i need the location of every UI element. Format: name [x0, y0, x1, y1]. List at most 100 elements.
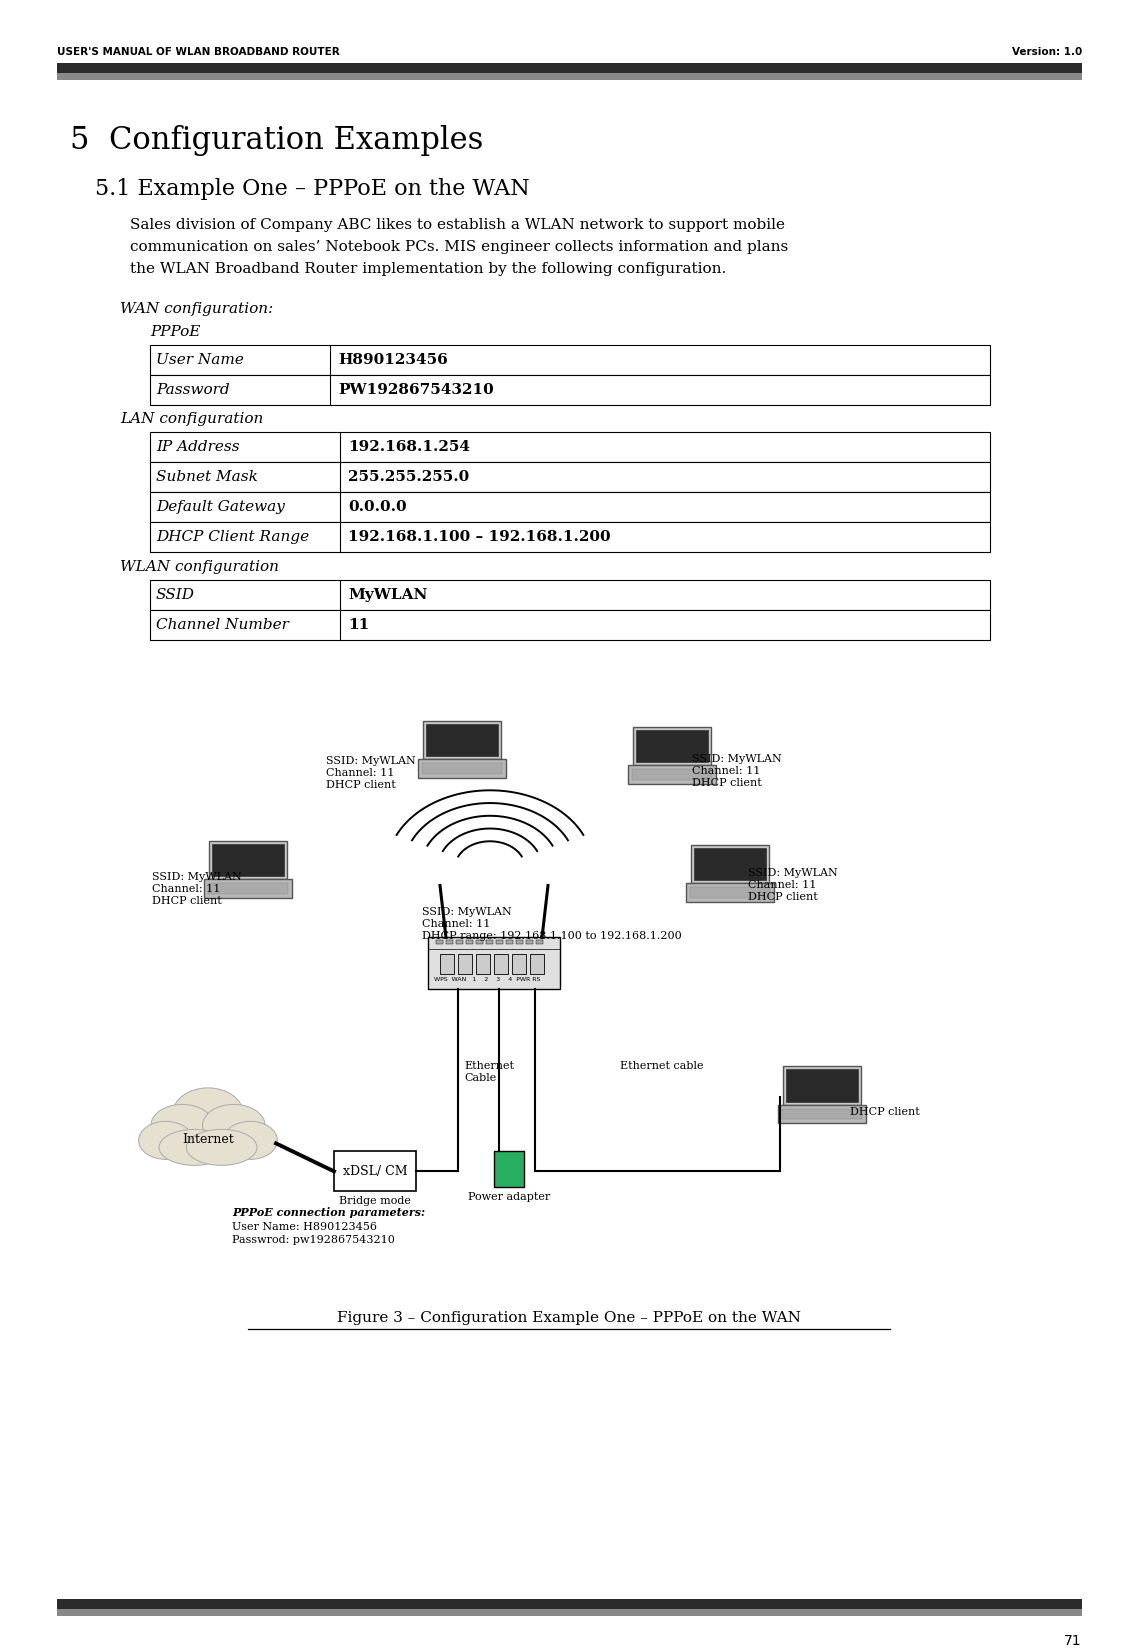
Text: DHCP client: DHCP client: [325, 780, 396, 790]
Text: USER'S MANUAL OF WLAN BROADBAND ROUTER: USER'S MANUAL OF WLAN BROADBAND ROUTER: [57, 46, 340, 56]
Bar: [204, 879, 292, 897]
Ellipse shape: [203, 1105, 265, 1146]
Bar: [494, 955, 508, 975]
Text: SSID: MyWLAN: SSID: MyWLAN: [748, 867, 838, 877]
Bar: [496, 940, 503, 945]
Bar: [457, 955, 472, 975]
Text: the WLAN Broadband Router implementation by the following configuration.: the WLAN Broadband Router implementation…: [130, 263, 726, 276]
Bar: [150, 345, 990, 375]
Text: SSID: MyWLAN: SSID: MyWLAN: [422, 907, 512, 917]
Text: Passwrod: pw192867543210: Passwrod: pw192867543210: [232, 1236, 395, 1246]
Text: LAN configuration: LAN configuration: [119, 411, 263, 426]
Text: User Name: User Name: [156, 354, 244, 367]
Text: SSID: MyWLAN: SSID: MyWLAN: [692, 753, 782, 763]
Text: 5.1 Example One – PPPoE on the WAN: 5.1 Example One – PPPoE on the WAN: [94, 178, 530, 200]
Text: H890123456: H890123456: [338, 354, 447, 367]
Text: 255.255.255.0: 255.255.255.0: [348, 469, 469, 484]
Bar: [506, 940, 513, 945]
Text: Ethernet cable: Ethernet cable: [620, 1062, 703, 1072]
Bar: [516, 940, 523, 945]
Text: DHCP client: DHCP client: [748, 892, 818, 902]
Text: Cable: Cable: [464, 1074, 496, 1084]
Text: Figure 3 – Configuration Example One – PPPoE on the WAN: Figure 3 – Configuration Example One – P…: [337, 1312, 801, 1325]
Text: Ethernet: Ethernet: [464, 1062, 514, 1072]
Bar: [57, 1599, 1082, 1609]
Ellipse shape: [223, 1122, 278, 1160]
Text: Subnet Mask: Subnet Mask: [156, 469, 258, 484]
Bar: [428, 937, 560, 990]
Bar: [636, 730, 708, 762]
Text: SSID: SSID: [156, 588, 195, 601]
Bar: [209, 841, 287, 879]
Bar: [446, 940, 453, 945]
Ellipse shape: [173, 1089, 244, 1140]
Text: WPS  WAN   1    2    3    4  PWR RS: WPS WAN 1 2 3 4 PWR RS: [434, 978, 541, 983]
Text: Sales division of Company ABC likes to establish a WLAN network to support mobil: Sales division of Company ABC likes to e…: [130, 218, 785, 231]
Bar: [786, 1069, 858, 1102]
Text: PW192867543210: PW192867543210: [338, 383, 494, 396]
Bar: [476, 955, 490, 975]
Bar: [456, 940, 463, 945]
Text: Internet: Internet: [182, 1133, 234, 1146]
Bar: [694, 847, 766, 881]
Text: communication on sales’ Notebook PCs. MIS engineer collects information and plan: communication on sales’ Notebook PCs. MI…: [130, 240, 789, 254]
Bar: [427, 724, 497, 757]
Text: PPPoE connection parameters:: PPPoE connection parameters:: [232, 1208, 426, 1218]
Bar: [423, 720, 501, 758]
Bar: [333, 1151, 417, 1191]
Text: Default Gateway: Default Gateway: [156, 499, 284, 514]
Bar: [536, 940, 543, 945]
Bar: [150, 580, 990, 610]
Text: Bridge mode: Bridge mode: [339, 1196, 411, 1206]
Bar: [150, 610, 990, 639]
Text: MyWLAN: MyWLAN: [348, 588, 428, 601]
Bar: [213, 844, 283, 876]
Text: 5  Configuration Examples: 5 Configuration Examples: [71, 126, 484, 155]
Bar: [633, 727, 711, 765]
Bar: [57, 73, 1082, 79]
Bar: [690, 887, 770, 897]
Bar: [686, 882, 774, 902]
Bar: [436, 940, 443, 945]
Text: 11: 11: [348, 618, 369, 631]
Bar: [150, 431, 990, 463]
Text: PPPoE: PPPoE: [150, 325, 200, 339]
Text: WAN configuration:: WAN configuration:: [119, 302, 273, 316]
Text: DHCP client: DHCP client: [850, 1107, 920, 1117]
Text: IP Address: IP Address: [156, 439, 240, 454]
Text: xDSL/ CM: xDSL/ CM: [343, 1165, 407, 1178]
Text: Channel: 11: Channel: 11: [325, 768, 395, 778]
Bar: [150, 492, 990, 522]
Bar: [150, 463, 990, 492]
Bar: [476, 940, 483, 945]
Text: 192.168.1.254: 192.168.1.254: [348, 439, 470, 454]
Bar: [526, 940, 533, 945]
Bar: [632, 770, 712, 780]
Bar: [440, 955, 454, 975]
Ellipse shape: [151, 1105, 214, 1146]
Bar: [691, 844, 769, 882]
Text: User Name: H890123456: User Name: H890123456: [232, 1222, 377, 1232]
Bar: [465, 940, 473, 945]
Bar: [422, 763, 502, 773]
Text: Channel Number: Channel Number: [156, 618, 289, 631]
Bar: [628, 765, 716, 783]
Text: Version: 1.0: Version: 1.0: [1012, 46, 1082, 56]
Text: SSID: MyWLAN: SSID: MyWLAN: [325, 755, 415, 765]
Bar: [486, 940, 493, 945]
Text: Power adapter: Power adapter: [468, 1193, 550, 1203]
Text: DHCP range: 192.168.1.100 to 192.168.1.200: DHCP range: 192.168.1.100 to 192.168.1.2…: [422, 932, 682, 942]
Text: DHCP client: DHCP client: [692, 778, 761, 788]
Text: Channel: 11: Channel: 11: [748, 879, 816, 889]
Text: Channel: 11: Channel: 11: [152, 884, 221, 894]
Bar: [150, 375, 990, 405]
Bar: [782, 1108, 861, 1120]
Text: DHCP Client Range: DHCP Client Range: [156, 530, 310, 544]
Bar: [150, 522, 990, 552]
Text: WLAN configuration: WLAN configuration: [119, 560, 279, 573]
Text: 192.168.1.100 – 192.168.1.200: 192.168.1.100 – 192.168.1.200: [348, 530, 611, 544]
Text: Channel: 11: Channel: 11: [692, 765, 760, 775]
Bar: [57, 1609, 1082, 1616]
Bar: [494, 1151, 523, 1188]
Bar: [208, 882, 288, 894]
